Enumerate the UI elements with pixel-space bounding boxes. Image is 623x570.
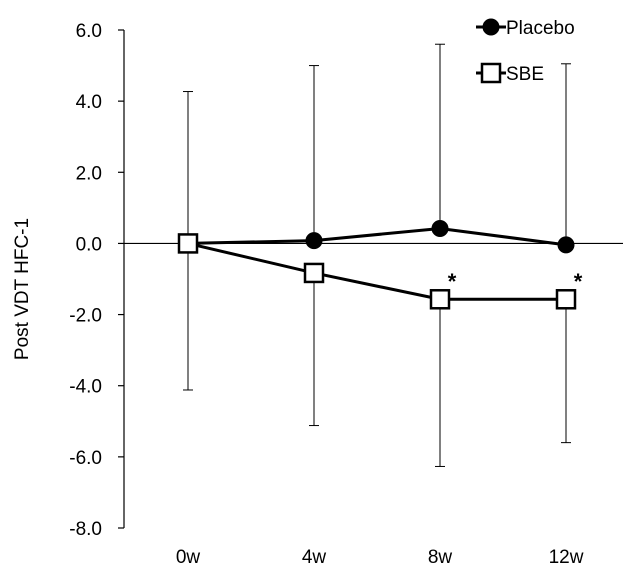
data-point-placebo: [305, 232, 323, 250]
series-line-sbe: [187, 241, 566, 301]
error-bars: [183, 43, 571, 467]
significance-annotations: * *: [448, 269, 583, 294]
legend-marker-sbe: [480, 62, 502, 84]
y-tick-label: -2.0: [69, 306, 102, 327]
legend: Placebo SBE: [476, 18, 575, 85]
data-point-sbe: [177, 233, 199, 254]
legend-marker-placebo: [482, 18, 500, 36]
y-tick-label: 2.0: [76, 163, 102, 184]
y-tick-label: -6.0: [69, 448, 102, 469]
x-tick-label: 12w: [549, 547, 584, 568]
data-point-sbe: [429, 289, 451, 310]
series-lines: [187, 226, 567, 301]
y-tick-label: -4.0: [69, 377, 102, 398]
data-point-placebo: [557, 236, 575, 254]
y-axis-ticks: 6.0 4.0 2.0 0.0 -2.0 -4.0 -6.0 -8.0: [69, 21, 124, 540]
x-axis-ticks: 0w 4w 8w 12w: [176, 547, 584, 568]
data-point-sbe: [303, 262, 325, 284]
y-tick-label: 6.0: [76, 21, 102, 42]
legend-label: SBE: [506, 64, 544, 85]
y-tick-label: 4.0: [76, 92, 102, 113]
series-line-placebo: [187, 226, 567, 247]
series-markers: [177, 219, 577, 310]
x-tick-label: 8w: [428, 547, 453, 568]
x-tick-label: 0w: [176, 547, 201, 568]
significance-asterisk: *: [448, 269, 457, 294]
significance-asterisk: *: [574, 269, 583, 294]
y-tick-label: -8.0: [69, 519, 102, 540]
x-tick-label: 4w: [302, 547, 327, 568]
legend-label: Placebo: [506, 18, 575, 39]
data-point-sbe: [555, 289, 577, 310]
y-axis-title: Post VDT HFC-1: [12, 218, 33, 360]
data-point-placebo: [431, 219, 449, 237]
y-tick-label: 0.0: [76, 234, 102, 255]
